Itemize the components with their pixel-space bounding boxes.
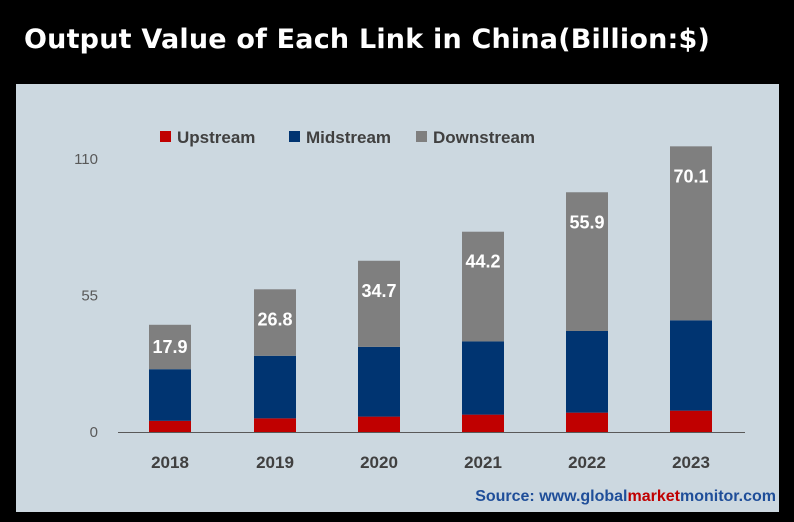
x-tick-label-2021: 2021 [464, 453, 502, 472]
bar-upstream-2023 [670, 410, 712, 432]
source-monitor: monitor [679, 488, 739, 505]
data-label-2021: 44.2 [465, 252, 500, 272]
y-tick-label: 110 [74, 151, 98, 168]
bar-midstream-2019 [254, 355, 296, 419]
source-suffix: .com [738, 488, 776, 505]
source-market: market [627, 488, 680, 505]
bar-upstream-2022 [566, 412, 608, 432]
bar-downstream-2021 [462, 231, 504, 342]
bar-downstream-2018 [149, 324, 191, 370]
source-prefix: Source: www. [475, 488, 581, 505]
y-tick-label: 55 [81, 288, 98, 305]
bar-downstream-2020 [358, 260, 400, 347]
legend-swatch-upstream [160, 131, 171, 142]
source-global: global [580, 488, 628, 505]
data-label-2023: 70.1 [673, 166, 708, 186]
bar-midstream-2021 [462, 341, 504, 415]
data-label-2022: 55.9 [569, 212, 604, 232]
chart-title: Output Value of Each Link in China(Billi… [24, 24, 711, 55]
legend-swatch-midstream [289, 131, 300, 142]
bar-upstream-2019 [254, 418, 296, 432]
x-tick-label-2023: 2023 [672, 453, 710, 472]
bar-downstream-2022 [566, 192, 608, 331]
bar-upstream-2021 [462, 414, 504, 432]
source-text: Source: www.globalmarketmonitor.com [475, 488, 776, 506]
x-tick-label-2020: 2020 [360, 453, 398, 472]
data-label-2018: 17.9 [152, 337, 187, 357]
x-tick-label-2018: 2018 [151, 453, 189, 472]
legend-swatch-downstream [416, 131, 427, 142]
bar-midstream-2023 [670, 320, 712, 411]
title-bar: Output Value of Each Link in China(Billi… [2, 2, 792, 78]
x-tick-label-2022: 2022 [568, 453, 606, 472]
legend-label-midstream: Midstream [306, 128, 391, 147]
bar-midstream-2018 [149, 369, 191, 421]
bar-upstream-2020 [358, 416, 400, 432]
bar-midstream-2022 [566, 330, 608, 413]
data-label-2020: 34.7 [361, 281, 396, 301]
y-tick-label: 0 [90, 424, 98, 441]
bar-downstream-2023 [670, 146, 712, 321]
x-tick-label-2019: 2019 [256, 453, 294, 472]
bar-midstream-2020 [358, 346, 400, 417]
data-label-2019: 26.8 [257, 309, 292, 329]
legend-label-upstream: Upstream [177, 128, 255, 147]
legend-label-downstream: Downstream [433, 128, 535, 147]
bar-downstream-2019 [254, 289, 296, 356]
bar-upstream-2018 [149, 420, 191, 432]
